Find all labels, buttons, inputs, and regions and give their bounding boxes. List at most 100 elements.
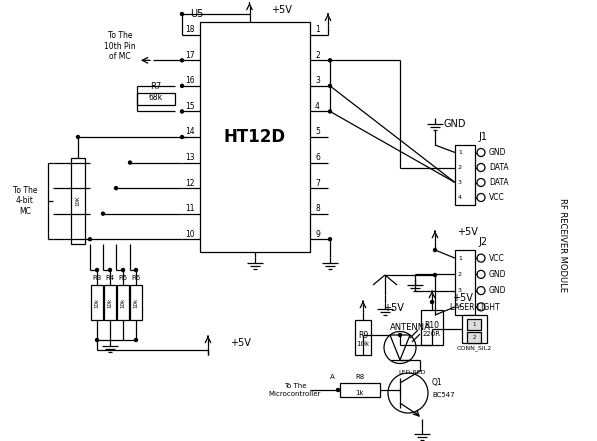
Text: Q1: Q1 xyxy=(432,378,442,388)
Text: 220R: 220R xyxy=(423,332,441,337)
Circle shape xyxy=(122,269,125,272)
Circle shape xyxy=(180,84,183,87)
Circle shape xyxy=(134,339,137,341)
Text: 4: 4 xyxy=(458,195,462,200)
Circle shape xyxy=(76,135,79,138)
Text: A: A xyxy=(330,374,335,380)
Text: 14: 14 xyxy=(186,127,195,137)
Circle shape xyxy=(477,254,485,262)
Circle shape xyxy=(477,303,485,311)
Text: GND: GND xyxy=(489,148,506,157)
Bar xyxy=(137,93,175,105)
Text: 2: 2 xyxy=(458,165,462,170)
Text: +5V: +5V xyxy=(452,293,473,303)
Text: R10: R10 xyxy=(424,321,439,330)
Bar xyxy=(71,157,85,244)
Circle shape xyxy=(477,179,485,187)
Circle shape xyxy=(101,212,104,215)
Text: GND: GND xyxy=(489,270,506,279)
Text: 1: 1 xyxy=(458,256,462,261)
Circle shape xyxy=(477,287,485,295)
Circle shape xyxy=(109,269,112,272)
Text: +5V: +5V xyxy=(457,227,478,237)
Text: 6: 6 xyxy=(315,153,320,162)
Text: 9: 9 xyxy=(315,230,320,239)
Text: 16: 16 xyxy=(186,76,195,86)
Bar xyxy=(421,310,443,345)
Text: 10k: 10k xyxy=(107,297,112,308)
Text: To The
10th Pin
of MC: To The 10th Pin of MC xyxy=(104,31,136,61)
Text: DATA: DATA xyxy=(489,163,509,172)
Text: +5V: +5V xyxy=(230,338,251,348)
Text: +5V: +5V xyxy=(272,5,293,15)
Bar xyxy=(462,315,487,343)
Text: 5: 5 xyxy=(315,127,320,137)
Circle shape xyxy=(96,269,99,272)
Text: 3: 3 xyxy=(458,180,462,185)
Text: R8: R8 xyxy=(355,374,365,380)
Circle shape xyxy=(180,59,183,62)
Text: U5: U5 xyxy=(190,9,204,19)
Text: 12: 12 xyxy=(186,179,195,187)
Bar xyxy=(455,145,475,205)
Text: R6: R6 xyxy=(131,275,141,281)
Text: R3: R3 xyxy=(93,275,101,281)
Text: DATA: DATA xyxy=(489,178,509,187)
Text: R5: R5 xyxy=(118,275,128,281)
Text: 2: 2 xyxy=(315,51,320,60)
Text: 2: 2 xyxy=(458,272,462,277)
Bar xyxy=(355,320,371,355)
Text: 7: 7 xyxy=(315,179,320,187)
Circle shape xyxy=(328,59,331,62)
Text: 15: 15 xyxy=(186,102,195,111)
Text: 3: 3 xyxy=(458,288,462,293)
Text: 4: 4 xyxy=(315,102,320,111)
Circle shape xyxy=(134,269,137,272)
Text: 18: 18 xyxy=(186,25,195,34)
Text: R4: R4 xyxy=(106,275,115,281)
Text: RF RECEIVER MODULE: RF RECEIVER MODULE xyxy=(559,198,568,292)
Circle shape xyxy=(477,164,485,172)
Text: +5V: +5V xyxy=(383,303,404,313)
Text: GND: GND xyxy=(443,119,466,129)
Circle shape xyxy=(399,333,402,336)
Circle shape xyxy=(128,161,131,164)
Text: R9: R9 xyxy=(358,331,368,340)
Text: 11: 11 xyxy=(186,204,195,213)
Text: R7: R7 xyxy=(150,82,162,91)
Text: 10k: 10k xyxy=(356,341,370,348)
Text: LASER LIGHT: LASER LIGHT xyxy=(450,303,499,313)
Bar xyxy=(130,285,142,320)
Circle shape xyxy=(477,270,485,278)
Text: 4: 4 xyxy=(458,304,462,310)
Circle shape xyxy=(180,12,183,15)
Bar xyxy=(467,319,481,330)
Text: 13: 13 xyxy=(186,153,195,162)
Circle shape xyxy=(115,187,118,190)
Text: 1: 1 xyxy=(472,322,476,327)
Text: GND: GND xyxy=(489,286,506,295)
Circle shape xyxy=(433,273,436,277)
Circle shape xyxy=(180,110,183,113)
Circle shape xyxy=(477,149,485,157)
Bar xyxy=(200,22,310,252)
Text: 1: 1 xyxy=(315,25,320,34)
Text: 10K: 10K xyxy=(75,196,81,206)
Text: VCC: VCC xyxy=(489,193,504,202)
Circle shape xyxy=(328,84,331,87)
Text: 2: 2 xyxy=(472,335,476,340)
Text: 3: 3 xyxy=(315,76,320,86)
Text: 10k: 10k xyxy=(94,297,100,308)
Circle shape xyxy=(384,332,416,363)
Text: 1: 1 xyxy=(458,150,462,155)
Circle shape xyxy=(477,194,485,202)
Text: 10k: 10k xyxy=(121,297,125,308)
Text: VCC: VCC xyxy=(489,254,504,263)
Circle shape xyxy=(430,300,433,303)
Text: 68k: 68k xyxy=(149,93,163,102)
Text: LED-RED: LED-RED xyxy=(398,370,426,375)
Circle shape xyxy=(433,248,436,251)
Circle shape xyxy=(337,389,340,392)
Circle shape xyxy=(96,339,99,341)
Bar xyxy=(340,383,380,397)
